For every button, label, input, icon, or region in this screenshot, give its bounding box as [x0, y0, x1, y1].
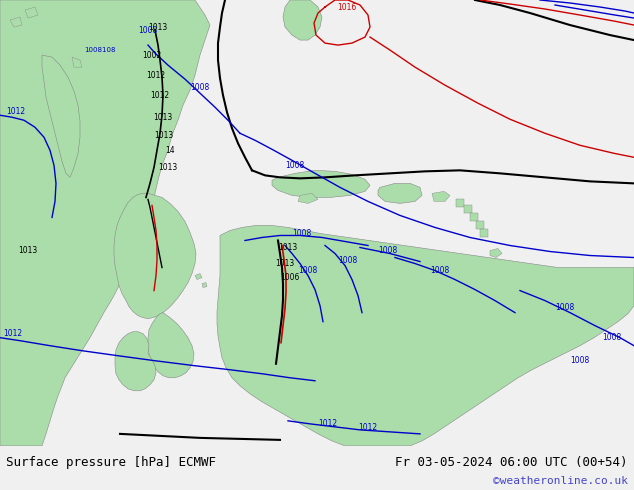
Text: 1008: 1008: [299, 266, 318, 275]
Polygon shape: [283, 0, 322, 40]
Text: Surface pressure [hPa] ECMWF: Surface pressure [hPa] ECMWF: [6, 456, 216, 469]
Text: Fr 03-05-2024 06:00 UTC (00+54): Fr 03-05-2024 06:00 UTC (00+54): [395, 456, 628, 469]
Text: 1008: 1008: [292, 229, 312, 238]
Text: 1013: 1013: [275, 259, 295, 268]
Polygon shape: [298, 194, 318, 203]
Polygon shape: [25, 7, 38, 18]
Text: 1008108: 1008108: [84, 47, 116, 53]
Polygon shape: [42, 55, 80, 177]
Text: 1013: 1013: [154, 131, 174, 140]
Polygon shape: [114, 194, 196, 318]
Polygon shape: [456, 199, 464, 207]
Text: 1008: 1008: [190, 83, 210, 92]
Polygon shape: [72, 57, 82, 67]
Text: 1008: 1008: [555, 303, 574, 312]
Polygon shape: [217, 225, 634, 446]
Text: 1008: 1008: [430, 266, 450, 275]
Polygon shape: [476, 221, 484, 229]
Polygon shape: [480, 229, 488, 238]
Polygon shape: [195, 273, 202, 280]
Text: 1002: 1002: [143, 50, 162, 60]
Polygon shape: [470, 214, 478, 221]
Text: 1008: 1008: [571, 356, 590, 365]
Polygon shape: [272, 171, 370, 197]
Text: 14: 14: [165, 146, 175, 155]
Text: 1008: 1008: [285, 161, 304, 170]
Text: 1008: 1008: [138, 25, 158, 35]
Text: 1016: 1016: [337, 2, 356, 11]
Text: 1012: 1012: [358, 423, 378, 432]
Polygon shape: [202, 283, 207, 288]
Polygon shape: [10, 17, 22, 27]
Text: 1013: 1013: [148, 23, 167, 31]
Text: 1012: 1012: [146, 71, 165, 80]
Text: 1012: 1012: [3, 329, 22, 338]
Polygon shape: [378, 183, 422, 203]
Polygon shape: [148, 313, 194, 378]
Text: 1008: 1008: [339, 256, 358, 265]
Text: 1013: 1013: [158, 163, 178, 172]
Text: 1013: 1013: [278, 243, 297, 252]
Text: ©weatheronline.co.uk: ©weatheronline.co.uk: [493, 476, 628, 487]
Polygon shape: [490, 248, 502, 258]
Text: 1008: 1008: [378, 246, 398, 255]
Polygon shape: [432, 192, 450, 201]
Text: 1006: 1006: [280, 273, 300, 282]
Text: 1008: 1008: [602, 333, 621, 342]
Polygon shape: [0, 0, 210, 446]
Text: 1012: 1012: [6, 107, 25, 116]
Text: 1012: 1012: [150, 91, 169, 99]
Text: 1013: 1013: [18, 246, 37, 255]
Text: 1013: 1013: [153, 113, 172, 122]
Polygon shape: [115, 332, 156, 391]
Polygon shape: [464, 205, 472, 214]
Text: 1012: 1012: [318, 419, 337, 428]
